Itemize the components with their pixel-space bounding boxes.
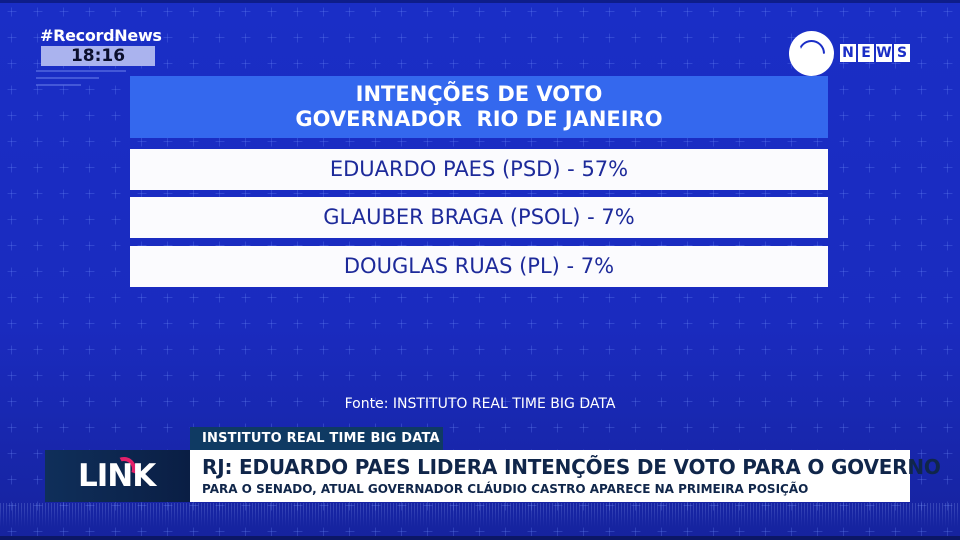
logo-letter: W [876,44,892,62]
source-caption: Fonte: INSTITUTO REAL TIME BIG DATA [344,396,616,412]
hashtag-label: #RecordNews [40,26,162,45]
lower-third-box: RJ: EDUARDO PAES LIDERA INTENÇÕES DE VOT… [190,450,941,502]
headline: RJ: EDUARDO PAES LIDERA INTENÇÕES DE VOT… [202,455,941,479]
link-accent-icon [119,457,136,474]
lower-third-tag: INSTITUTO REAL TIME BIG DATA [190,427,443,450]
program-logo: LINK [45,450,190,502]
poll-row: DOUGLAS RUAS (PL) - 7% [130,246,828,287]
poll-title-line-1: INTENÇÕES DE VOTO [355,82,603,106]
bottom-edge [0,536,960,540]
poll-title-line-2: GOVERNADOR RIO DE JANEIRO [295,107,663,131]
record-globe-icon [789,31,834,76]
news-wordmark: N E W S [840,44,910,62]
record-news-logo: N E W S [789,31,914,77]
audio-wave-decoration [0,503,960,527]
poll-row: GLAUBER BRAGA (PSOL) - 7% [130,197,828,238]
logo-letter: E [858,44,874,62]
decorative-text-lines [36,70,126,100]
poll-row: EDUARDO PAES (PSD) - 57% [130,149,828,190]
program-name: LINK [78,458,156,494]
logo-letter: N [840,44,856,62]
clock-display: 18:16 [41,46,155,66]
top-edge [0,0,960,3]
subheadline: PARA O SENADO, ATUAL GOVERNADOR CLÁUDIO … [202,482,809,496]
poll-title: INTENÇÕES DE VOTO GOVERNADOR RIO DE JANE… [130,76,828,138]
logo-letter: S [894,44,910,62]
